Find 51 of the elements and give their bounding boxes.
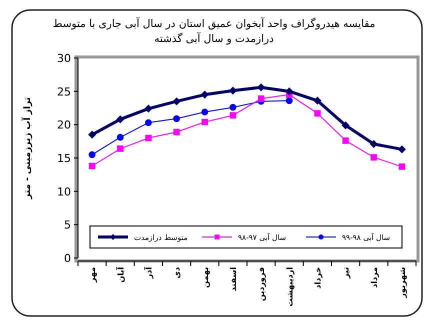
point (201, 108, 208, 116)
y-tick-label: 5 (64, 218, 71, 232)
point (258, 95, 264, 102)
x-tick-label: فروردین (257, 267, 266, 302)
y-tick-label: 25 (57, 85, 71, 98)
point (257, 83, 266, 92)
point (314, 110, 321, 117)
point (117, 145, 124, 152)
x-tick-label: بهمن (200, 267, 210, 288)
point (173, 128, 180, 136)
point (144, 104, 152, 113)
x-tick-label: خرداد (313, 266, 322, 289)
y-tick-label: 15 (57, 152, 71, 165)
point (285, 87, 294, 96)
point (342, 121, 350, 130)
point (116, 115, 124, 124)
x-tick-label: آذر (143, 266, 154, 280)
point (228, 86, 237, 95)
point (313, 96, 322, 105)
y-tick-label: 10 (57, 185, 71, 198)
point (116, 134, 124, 141)
point (172, 97, 181, 106)
y-tick-label: 20 (57, 118, 71, 132)
point (370, 154, 377, 161)
chart-title: مقایسه هیدروگراف واحد آبخوان عمیق استان در سال آبی جاری با متوسط درازمدت و سال آبی گذشته (52, 17, 376, 45)
point (230, 104, 236, 111)
point (398, 163, 406, 170)
x-tick-label: اردیبهشت (285, 266, 294, 307)
x-tick-label: مهر (88, 266, 98, 284)
point (398, 145, 406, 154)
point (230, 112, 236, 119)
point (173, 115, 180, 122)
x-tick-label: شهریور (398, 266, 407, 299)
x-tick-label: آبان (115, 266, 126, 283)
y-tick-label: 30 (57, 52, 71, 65)
point (88, 162, 96, 170)
point (342, 137, 349, 144)
x-tick-label: مرداد (370, 266, 379, 288)
x-tick-label: تیر (342, 267, 351, 280)
y-axis-title: تراز آب زیرزمینی - متر (21, 97, 33, 200)
x-tick-label: اسفند (228, 266, 238, 292)
point (370, 140, 378, 148)
y-tick-label: 0 (64, 252, 71, 265)
point (145, 119, 152, 126)
x-tick-label: دی (172, 267, 182, 278)
point (88, 130, 96, 139)
point (202, 118, 208, 126)
point (88, 151, 96, 158)
point (145, 134, 152, 142)
point (286, 97, 293, 104)
point (200, 90, 209, 99)
